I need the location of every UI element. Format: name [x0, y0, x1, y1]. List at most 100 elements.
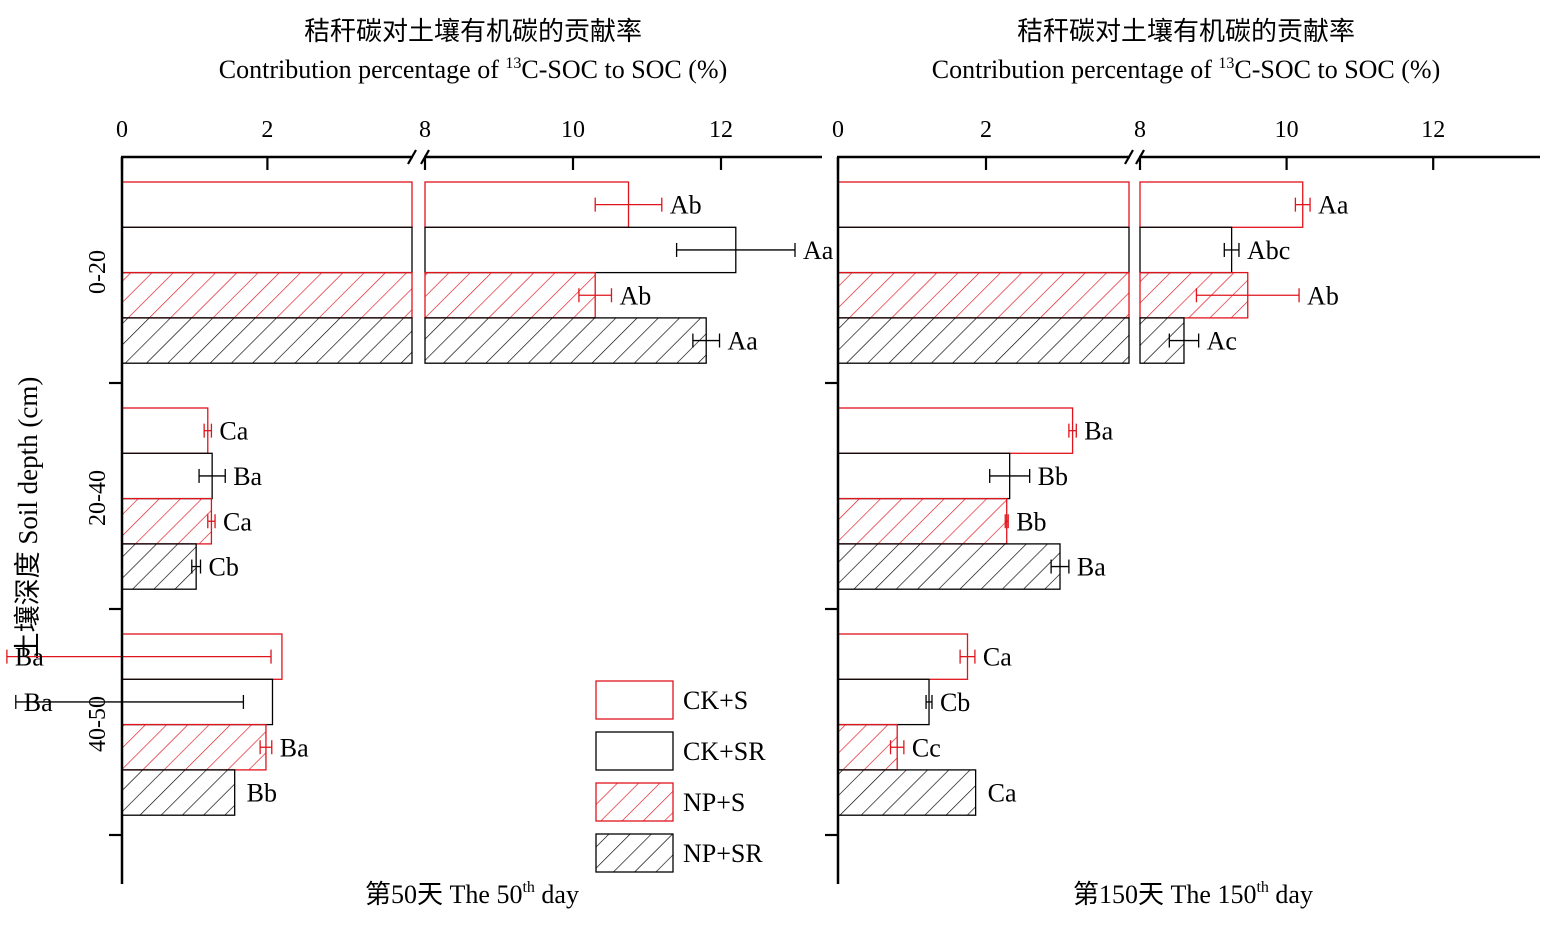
bar-NP+S-40-50: [837, 723, 898, 771]
error-bar-NP+S-0-20: [1195, 288, 1300, 303]
significance-label: Aa: [728, 327, 759, 356]
bar-NP+S-0-20-upper: [424, 271, 596, 319]
error-bar-NP+SR-20-40: [1050, 559, 1070, 574]
legend-label: NP+SR: [683, 839, 763, 868]
error-bar-CK+S-40-50: [959, 649, 976, 664]
x-tick-label: 0: [832, 117, 844, 143]
bar-NP+SR-40-50: [837, 769, 977, 816]
error-bar-NP+S-20-40: [207, 514, 216, 529]
bar-NP+S-0-20-lower: [837, 271, 1130, 319]
error-bar-NP+S-40-50: [889, 740, 905, 755]
significance-label: Aa: [803, 236, 834, 265]
error-bar-CK+SR-0-20: [675, 242, 796, 257]
bar-NP+SR-0-20-upper: [424, 317, 707, 364]
bar-CK+SR-20-40: [121, 452, 213, 500]
bar-NP+S-20-40: [121, 497, 213, 545]
legend-item-np-sr: NP+SR: [595, 833, 763, 873]
legend-label: NP+S: [683, 788, 745, 817]
significance-label: Ab: [1307, 281, 1339, 310]
legend-swatch: [595, 833, 674, 873]
bar-NP+SR-20-40: [121, 543, 197, 590]
bar-CK+S-0-20-lower: [837, 181, 1130, 228]
bar-NP+S-40-50: [121, 723, 267, 771]
significance-label: Ab: [619, 281, 651, 310]
legend-label: CK+SR: [683, 737, 766, 766]
bar-CK+S-0-20-lower: [121, 181, 413, 228]
significance-label: Ab: [670, 191, 702, 220]
significance-label: Ca: [219, 417, 248, 446]
x-tick-label: 12: [1421, 117, 1445, 143]
bar-NP+S-0-20-lower: [121, 271, 413, 319]
significance-label: Ba: [280, 733, 309, 762]
error-bar-CK+SR-20-40: [989, 468, 1031, 483]
legend-item-ck-s: CK+S: [595, 680, 748, 720]
error-bar-NP+SR-0-20: [692, 333, 721, 348]
significance-label: Abc: [1247, 236, 1290, 265]
legend-swatch: [595, 782, 674, 822]
bar-CK+S-40-50: [837, 633, 969, 680]
bar-CK+SR-20-40: [837, 452, 1011, 500]
y-axis-label: 土壤深度 Soil depth (cm): [13, 377, 43, 660]
category-label-20-40: 20-40: [85, 470, 111, 526]
error-bar-CK+S-0-20: [1294, 197, 1311, 212]
significance-label: Bb: [247, 779, 277, 808]
significance-label: Cb: [209, 553, 239, 582]
bar-CK+S-20-40: [837, 407, 1074, 454]
significance-label: Ba: [1084, 417, 1113, 446]
x-tick-label: 8: [1134, 117, 1146, 143]
panel-label-left: 第50天 The 50th day: [365, 879, 579, 909]
error-bar-CK+S-20-40: [1068, 423, 1077, 438]
error-bar-CK+SR-40-50: [925, 694, 933, 709]
significance-label: Cc: [912, 733, 941, 762]
significance-label: Ba: [1077, 553, 1106, 582]
bar-CK+S-0-20-upper: [1139, 181, 1304, 228]
legend-label: CK+S: [683, 686, 748, 715]
legend-swatch: [595, 680, 674, 720]
bar-CK+SR-0-20-lower: [837, 226, 1130, 274]
significance-label: Ba: [15, 643, 44, 672]
error-bar-CK+S-20-40: [203, 423, 213, 438]
bar-NP+SR-0-20-lower: [837, 317, 1130, 364]
bar-NP+SR-0-20-lower: [121, 317, 413, 364]
legend-item-ck-sr: CK+SR: [595, 731, 766, 771]
x-axis-title-en-left: Contribution percentage of 13C-SOC to SO…: [219, 55, 728, 84]
bar-CK+SR-40-50: [837, 678, 930, 726]
bar-CK+S-20-40: [121, 407, 209, 454]
error-bar-NP+SR-0-20: [1168, 333, 1200, 348]
error-bar-CK+SR-0-20: [1223, 242, 1240, 257]
significance-label: Cb: [940, 688, 970, 717]
legend-swatch: [595, 731, 674, 771]
legend: CK+S CK+SR NP+S NP+SR: [595, 680, 766, 873]
significance-label: Ca: [988, 779, 1017, 808]
category-label-0-20: 0-20: [85, 250, 111, 294]
bar-CK+SR-0-20-upper: [1139, 226, 1233, 274]
x-axis-title-en-right: Contribution percentage of 13C-SOC to SO…: [932, 55, 1441, 84]
panel-day-150: Aa Ba Ca Abc Bb Cb Ab Bb Cc Ac Ba Ca 0 2 8 10 12: [825, 117, 1540, 884]
error-bar-NP+SR-20-40: [191, 559, 202, 574]
significance-label: Bb: [1016, 507, 1046, 536]
x-axis-title-cn-left: 秸秆碳对土壤有机碳的贡献率: [304, 17, 642, 46]
x-tick-label: 10: [1275, 117, 1299, 143]
bar-CK+SR-0-20-lower: [121, 226, 413, 274]
legend-item-np-s: NP+S: [595, 782, 745, 822]
significance-label: Ca: [983, 643, 1012, 672]
error-bar-CK+SR-20-40: [198, 468, 226, 483]
error-bar-CK+SR-40-50: [15, 694, 245, 709]
category-label-40-50: 40-50: [85, 696, 111, 752]
significance-label: Ca: [223, 507, 252, 536]
bar-NP+S-20-40: [837, 497, 1008, 545]
x-tick-label: 12: [709, 117, 733, 143]
x-tick-label: 0: [116, 117, 128, 143]
error-bar-NP+S-20-40: [1004, 514, 1009, 529]
significance-label: Bb: [1038, 462, 1068, 491]
x-axis-title-cn-right: 秸秆碳对土壤有机碳的贡献率: [1017, 17, 1355, 46]
x-tick-label: 2: [261, 117, 273, 143]
panel-day-50: Ab Ca Ba Aa Ba Ba Ab Ca Ba Aa Cb Bb 0 2 8 10 12: [6, 117, 834, 884]
error-bar-CK+S-0-20: [594, 197, 663, 212]
axis-break-mark: [1124, 149, 1145, 165]
x-tick-label: 8: [419, 117, 431, 143]
error-bar-NP+S-0-20: [578, 288, 613, 303]
significance-label: Ba: [24, 688, 53, 717]
x-tick-label: 10: [561, 117, 585, 143]
